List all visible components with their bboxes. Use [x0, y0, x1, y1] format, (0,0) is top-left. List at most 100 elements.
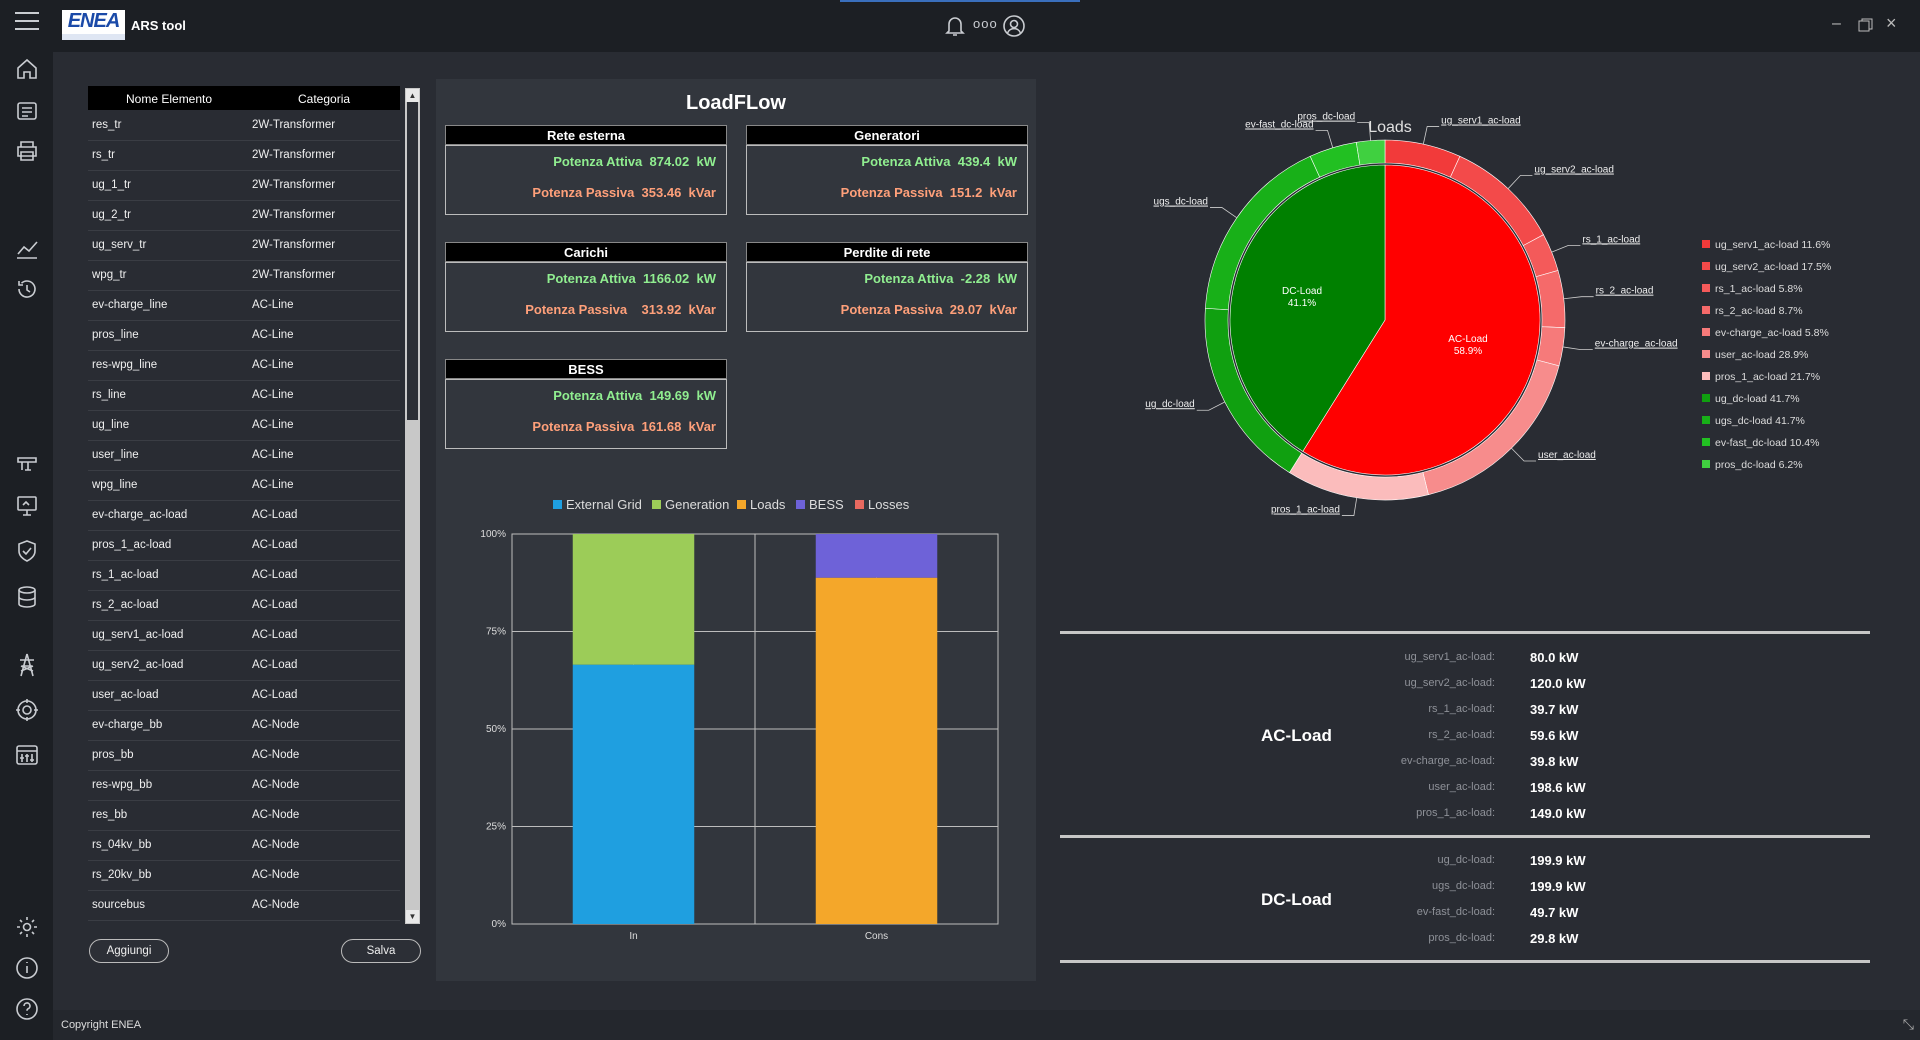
legend-swatch [1702, 284, 1710, 292]
scroll-down-icon[interactable]: ▼ [406, 910, 419, 923]
pie-legend-item: ug_serv2_ac-load 17.5% [1702, 261, 1831, 273]
pie-label-leader [1341, 497, 1358, 516]
printer-icon[interactable] [14, 138, 40, 164]
resize-grip-icon[interactable]: ⤡ [1902, 1016, 1914, 1032]
table-row[interactable]: res_tr 2W-Transformer [88, 111, 400, 141]
enea-logo: ENEA [62, 10, 125, 40]
element-category-cell: AC-Node [252, 749, 300, 761]
element-name-cell: ug_serv_tr [92, 239, 147, 251]
element-category-cell: AC-Line [252, 389, 294, 401]
element-name-cell: pros_line [92, 329, 139, 341]
table-row[interactable]: wpg_tr 2W-Transformer [88, 261, 400, 291]
save-button[interactable]: Salva [341, 939, 421, 963]
sliders-icon[interactable] [14, 742, 40, 768]
load-name-label: ug_serv1_ac-load: [1404, 651, 1495, 663]
pie-outer-label: ug_serv1_ac-load [1441, 116, 1521, 127]
table-row[interactable]: res-wpg_bb AC-Node [88, 771, 400, 801]
database-icon[interactable] [14, 584, 40, 610]
table-row[interactable]: wpg_line AC-Line [88, 471, 400, 501]
legend-swatch [737, 500, 746, 509]
table-row[interactable]: res_bb AC-Node [88, 801, 400, 831]
restore-icon[interactable] [1858, 18, 1873, 33]
info-icon[interactable] [14, 955, 40, 981]
element-category-cell: AC-Load [252, 689, 298, 701]
table-row[interactable]: rs_1_ac-load AC-Load [88, 561, 400, 591]
close-icon[interactable]: × [1886, 13, 1897, 33]
separator-line [1060, 960, 1870, 963]
ac-load-group-label: AC-Load [1261, 726, 1332, 745]
table-row[interactable]: user_line AC-Line [88, 441, 400, 471]
line-chart-icon[interactable] [14, 236, 40, 262]
table-row[interactable]: ug_serv2_ac-load AC-Load [88, 651, 400, 681]
table-row[interactable]: ev-charge_ac-load AC-Load [88, 501, 400, 531]
power-tower-icon[interactable] [14, 652, 40, 678]
pie-label-leader [1315, 130, 1334, 148]
table-row[interactable]: pros_line AC-Line [88, 321, 400, 351]
element-name-cell: user_ac-load [92, 689, 159, 701]
add-button[interactable]: Aggiungi [89, 939, 169, 963]
table-row[interactable]: rs_2_ac-load AC-Load [88, 591, 400, 621]
active-power-value: Potenza Attiva -2.28 kW [864, 271, 1017, 286]
passive-power-value: Potenza Passiva 161.68 kVar [532, 419, 716, 434]
home-icon[interactable] [14, 56, 40, 82]
settings-icon[interactable] [14, 914, 40, 940]
load-name-label: pros_1_ac-load: [1416, 807, 1495, 819]
table-row[interactable]: sourcebus AC-Node [88, 891, 400, 921]
table-row[interactable]: ug_2_tr 2W-Transformer [88, 201, 400, 231]
element-category-cell: 2W-Transformer [252, 239, 336, 251]
document-list-icon[interactable] [14, 98, 40, 124]
user-icon[interactable] [1002, 14, 1026, 38]
separator-line [1060, 835, 1870, 838]
table-row[interactable]: ug_line AC-Line [88, 411, 400, 441]
passive-power-value: Potenza Passiva 353.46 kVar [532, 185, 716, 200]
monitor-icon[interactable] [14, 493, 40, 519]
scrollbar-thumb[interactable] [407, 100, 418, 420]
legend-swatch [1702, 262, 1710, 270]
network-settings-icon[interactable] [14, 697, 40, 723]
element-name-cell: rs_04kv_bb [92, 839, 152, 851]
history-icon[interactable] [14, 276, 40, 302]
table-row[interactable]: rs_line AC-Line [88, 381, 400, 411]
column-header-category: Categoria [298, 92, 351, 106]
table-row[interactable]: ev-charge_bb AC-Node [88, 711, 400, 741]
table-row[interactable]: user_ac-load AC-Load [88, 681, 400, 711]
element-name-cell: ev-charge_bb [92, 719, 163, 731]
element-category-cell: AC-Node [252, 869, 300, 881]
minimize-icon[interactable]: – [1832, 15, 1841, 32]
card-bess: Potenza Attiva 149.69 kW Potenza Passiva… [445, 379, 727, 449]
help-icon[interactable] [14, 996, 40, 1022]
load-name-label: rs_1_ac-load: [1428, 703, 1495, 715]
table-row[interactable]: ug_serv1_ac-load AC-Load [88, 621, 400, 651]
shield-icon[interactable] [14, 538, 40, 564]
stacked-bar-chart: 100% 75% 50% 25% 0% In Cons [480, 529, 999, 942]
bell-icon[interactable] [944, 14, 966, 38]
load-value: 29.8 kW [1530, 931, 1579, 946]
bar-legend-bess: BESS [796, 497, 844, 512]
copyright-text: Copyright ENEA [61, 1019, 142, 1031]
card-rete-esterna: Potenza Attiva 874.02 kW Potenza Passiva… [445, 145, 727, 215]
table-row[interactable]: ug_serv_tr 2W-Transformer [88, 231, 400, 261]
load-name-label: ugs_dc-load: [1432, 880, 1495, 892]
table-row[interactable]: rs_tr 2W-Transformer [88, 141, 400, 171]
table-row[interactable]: rs_04kv_bb AC-Node [88, 831, 400, 861]
pie-legend-label: ug_dc-load 41.7% [1715, 393, 1800, 405]
meter-icon[interactable] [14, 450, 40, 476]
passive-power-value: Potenza Passiva 29.07 kVar [840, 302, 1017, 317]
legend-swatch [1702, 240, 1710, 248]
pie-legend-item: ug_dc-load 41.7% [1702, 393, 1800, 405]
table-row[interactable]: res-wpg_line AC-Line [88, 351, 400, 381]
table-row[interactable]: ev-charge_line AC-Line [88, 291, 400, 321]
scroll-up-icon[interactable]: ▲ [406, 89, 419, 102]
active-power-value: Potenza Attiva 439.4 kW [861, 154, 1017, 169]
table-row[interactable]: rs_20kv_bb AC-Node [88, 861, 400, 891]
element-category-cell: AC-Line [252, 479, 294, 491]
legend-swatch [1702, 350, 1710, 358]
table-row[interactable]: pros_1_ac-load AC-Load [88, 531, 400, 561]
more-dots-icon[interactable]: ooo [973, 16, 998, 31]
pie-legend-label: pros_dc-load 6.2% [1715, 459, 1803, 471]
element-category-cell: AC-Load [252, 509, 298, 521]
table-row[interactable]: pros_bb AC-Node [88, 741, 400, 771]
passive-power-value: Potenza Passiva 151.2 kVar [840, 185, 1017, 200]
table-row[interactable]: ug_1_tr 2W-Transformer [88, 171, 400, 201]
hamburger-menu-icon[interactable] [15, 12, 39, 30]
